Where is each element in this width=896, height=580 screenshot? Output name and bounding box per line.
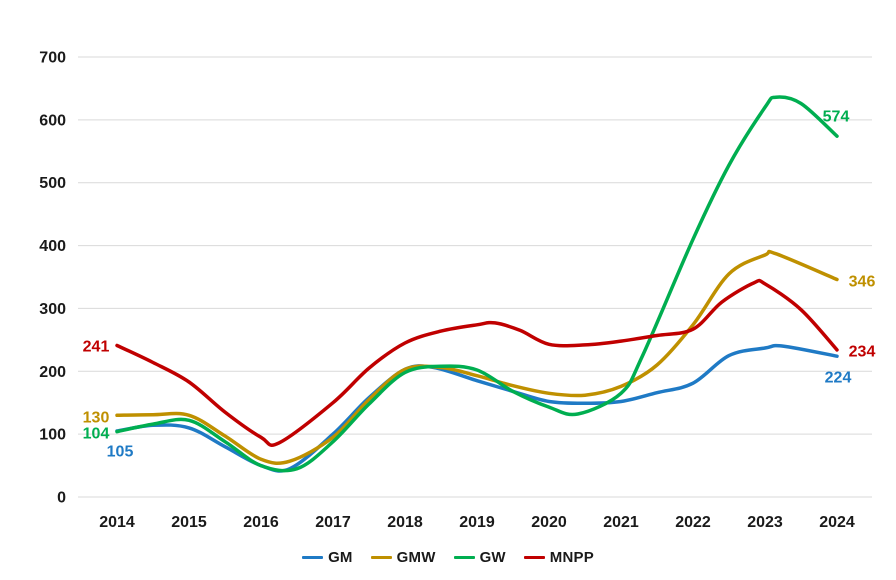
data-label-gw: 104	[83, 426, 110, 443]
y-tick-label: 400	[39, 238, 66, 255]
y-tick-label: 500	[39, 175, 66, 192]
x-tick-label: 2021	[603, 514, 639, 531]
y-tick-label: 100	[39, 427, 66, 444]
x-tick-label: 2023	[747, 514, 783, 531]
y-tick-label: 600	[39, 112, 66, 129]
x-tick-label: 2022	[675, 514, 711, 531]
x-tick-label: 2014	[99, 514, 135, 531]
legend-swatch-gmw	[370, 555, 392, 559]
data-label-mnpp: 234	[849, 344, 876, 361]
legend-item-gw: GW	[453, 548, 506, 566]
y-tick-label: 700	[39, 50, 66, 67]
x-tick-label: 2018	[387, 514, 423, 531]
chart-legend: GM GMW GW MNPP	[0, 544, 896, 570]
legend-label-mnpp: MNPP	[549, 548, 594, 566]
legend-item-gm: GM	[302, 549, 353, 566]
x-tick-label: 2015	[171, 514, 207, 531]
data-label-gw: 574	[823, 109, 850, 126]
x-tick-label: 2016	[243, 514, 279, 531]
x-tick-label: 2024	[819, 514, 855, 531]
legend-label-gw: GW	[479, 548, 506, 566]
x-tick-label: 2019	[459, 514, 495, 531]
y-tick-label: 200	[39, 364, 66, 381]
legend-swatch-gw	[453, 555, 475, 559]
data-label-mnpp: 241	[83, 339, 110, 356]
data-label-gm: 105	[107, 444, 134, 461]
y-tick-label: 300	[39, 301, 66, 318]
series-line-gw	[115, 95, 839, 473]
y-tick-label: 0	[57, 490, 66, 507]
data-label-gm: 224	[825, 370, 852, 387]
legend-swatch-mnpp	[523, 555, 545, 559]
legend-label-gmw: GMW	[396, 548, 436, 566]
legend-item-gmw: GMW	[370, 548, 436, 566]
legend-swatch-gm	[302, 555, 324, 559]
line-chart: 0 100 200 300 400 500 600 700 2014 2015 2016 2017 20…	[39, 50, 876, 532]
legend-item-mnpp: MNPP	[523, 548, 594, 566]
series-line-gm	[115, 343, 839, 473]
data-label-gmw: 346	[849, 274, 876, 291]
x-tick-label: 2017	[315, 514, 351, 531]
x-tick-label: 2020	[531, 514, 567, 531]
legend-label-gm: GM	[328, 548, 353, 566]
series-line-gmw	[115, 249, 839, 466]
data-label-gmw: 130	[83, 410, 110, 427]
series-line-mnpp	[115, 278, 839, 447]
